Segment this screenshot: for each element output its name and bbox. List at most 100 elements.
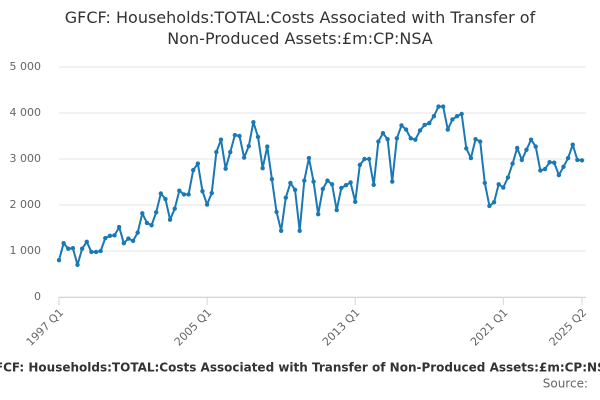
data-point (70, 246, 76, 251)
data-point (380, 131, 386, 136)
data-point (251, 120, 256, 125)
x-tick-label: 2021 Q1 (468, 306, 511, 349)
data-point (98, 248, 103, 254)
data-point (413, 137, 418, 142)
data-point (144, 220, 150, 226)
data-point (306, 155, 312, 161)
data-point (315, 212, 321, 217)
data-point (163, 196, 168, 202)
data-point (61, 240, 66, 246)
data-point (454, 114, 460, 119)
data-point (579, 158, 585, 163)
data-point (278, 228, 284, 233)
data-point (505, 175, 511, 180)
data-point (255, 134, 261, 140)
data-point (445, 127, 450, 132)
data-point (436, 104, 441, 109)
data-point (167, 217, 173, 222)
data-point (390, 179, 395, 184)
data-point (353, 199, 358, 204)
data-point (417, 128, 423, 133)
data-point (181, 192, 187, 197)
data-point (103, 235, 108, 241)
data-point (265, 144, 270, 149)
x-tick-label: 2025 Q2 (547, 306, 590, 349)
data-point (297, 228, 302, 233)
data-point (283, 195, 288, 200)
data-point (524, 147, 529, 152)
data-point (121, 240, 126, 246)
data-point (487, 203, 492, 209)
data-point (422, 122, 427, 128)
data-point (177, 188, 182, 193)
data-point (292, 187, 298, 193)
data-point (107, 233, 113, 239)
data-point (468, 155, 474, 161)
data-point (343, 183, 349, 188)
data-point (214, 149, 219, 155)
data-point (56, 258, 62, 263)
data-point (552, 160, 557, 165)
data-point (459, 111, 464, 117)
data-point (533, 144, 538, 149)
data-point (191, 167, 196, 173)
data-point (186, 192, 191, 197)
data-point (547, 160, 552, 165)
data-point (195, 161, 201, 166)
data-point (223, 166, 228, 171)
data-point (260, 166, 265, 171)
data-point (440, 104, 446, 109)
data-point (348, 180, 353, 185)
y-tick-label: 4 000 (10, 106, 42, 119)
data-point (556, 172, 562, 178)
data-point (450, 117, 455, 122)
data-point (158, 191, 164, 196)
data-point (112, 233, 117, 238)
data-point (75, 262, 80, 267)
data-point (334, 207, 339, 213)
legend-entry: GFCF: Households:TOTAL:Costs Associated … (0, 361, 600, 375)
data-point (496, 182, 501, 187)
data-point (394, 136, 400, 141)
data-point (339, 185, 344, 191)
x-tick-label: 2013 Q1 (320, 306, 363, 349)
data-point (482, 180, 488, 186)
y-tick-label: 0 (34, 290, 41, 303)
data-point (84, 239, 89, 244)
data-point (362, 156, 367, 162)
data-point (575, 157, 580, 163)
data-point (130, 238, 136, 244)
y-tick-label: 1 000 (10, 244, 42, 257)
data-point (366, 156, 372, 162)
data-point (246, 143, 251, 149)
data-point (288, 180, 293, 186)
data-point (570, 142, 575, 147)
data-point (172, 206, 177, 211)
data-point (204, 202, 210, 207)
data-point (408, 136, 413, 141)
data-point (311, 179, 316, 184)
data-point (79, 246, 85, 251)
data-point (274, 209, 279, 215)
data-point (329, 182, 335, 187)
data-point (325, 178, 330, 183)
chart-title: GFCF: Households:TOTAL:Costs Associated … (65, 8, 536, 48)
data-point (218, 137, 224, 142)
data-point (528, 137, 534, 142)
data-point (464, 146, 469, 151)
x-tick-label: 2005 Q1 (172, 306, 215, 349)
data-point (510, 161, 515, 166)
data-point (241, 155, 247, 160)
data-point (93, 249, 99, 255)
data-point (149, 223, 154, 228)
data-point (515, 145, 520, 151)
data-point (477, 139, 483, 144)
data-point (427, 120, 432, 126)
data-point (228, 149, 233, 155)
data-point (565, 155, 571, 161)
y-tick-label: 2 000 (10, 198, 42, 211)
y-tick-label: 5 000 (10, 60, 42, 73)
data-point (561, 164, 566, 170)
data-point (501, 185, 506, 190)
